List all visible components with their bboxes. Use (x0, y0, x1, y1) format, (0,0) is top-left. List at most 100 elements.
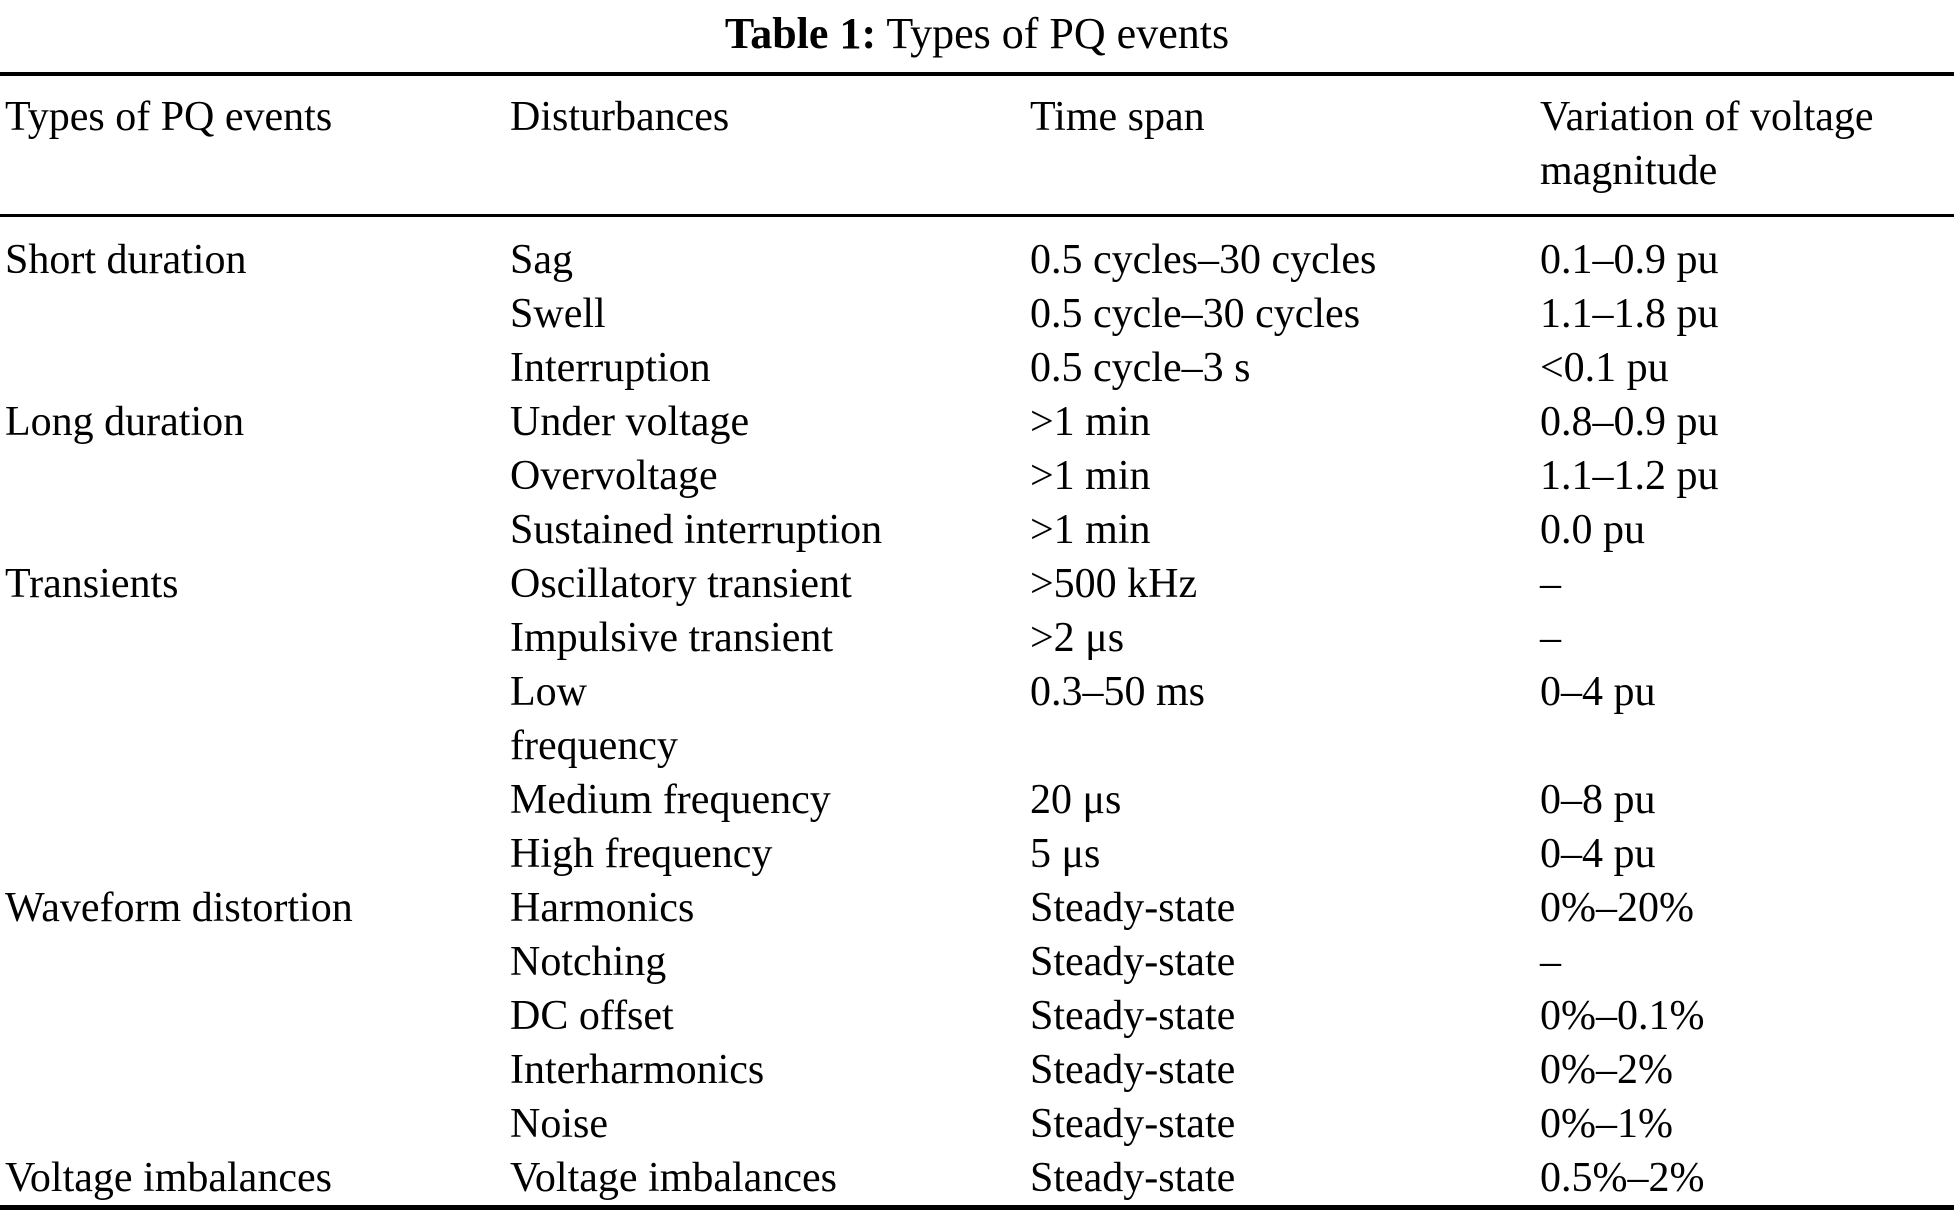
cell-type (0, 935, 510, 989)
cell-disturbance: Interruption (510, 345, 711, 391)
cell-type (0, 611, 510, 665)
cell-type (0, 1097, 510, 1151)
cell-time: 20 μs (1030, 777, 1122, 823)
table-row: Swell 0.5 cycle–30 cycles 1.1–1.8 pu (0, 287, 1954, 341)
table-row: Short duration Sag 0.5 cycles–30 cycles 0.1… (0, 216, 1954, 288)
cell-time: Steady-state (1030, 1047, 1236, 1093)
column-header-type-label: Types of PQ events (5, 94, 333, 140)
cell-time: Steady-state (1030, 1101, 1236, 1147)
column-header-time-span-label: Time span (1030, 94, 1205, 140)
table-row: Low frequency 0.3–50 ms 0–4 pu (0, 665, 1954, 773)
column-header-disturbances: Disturbances (510, 74, 1030, 217)
cell-disturbance: Medium frequency (510, 777, 831, 823)
table-caption: Table 1: Types of PQ events (0, 0, 1954, 72)
cell-variation: – (1540, 939, 1561, 985)
cell-type (0, 773, 510, 827)
cell-type: Long duration (5, 399, 245, 445)
cell-time: Steady-state (1030, 1155, 1236, 1201)
cell-time: 0.5 cycles–30 cycles (1030, 237, 1377, 283)
pq-events-table: Types of PQ events Disturbances Time spa… (0, 72, 1954, 1210)
cell-time: >500 kHz (1030, 561, 1198, 607)
table-row: Interharmonics Steady-state 0%–2% (0, 1043, 1954, 1097)
cell-disturbance: Low frequency (510, 669, 678, 769)
column-header-disturbances-label: Disturbances (510, 94, 730, 140)
cell-disturbance: Overvoltage (510, 453, 718, 499)
table-row: Noise Steady-state 0%–1% (0, 1097, 1954, 1151)
cell-variation: 0%–20% (1540, 885, 1694, 931)
cell-disturbance: Oscillatory transient (510, 561, 852, 607)
table-header: Types of PQ events Disturbances Time spa… (0, 74, 1954, 217)
table-header-row: Types of PQ events Disturbances Time spa… (0, 74, 1954, 217)
cell-variation: – (1540, 615, 1561, 661)
cell-time: 5 μs (1030, 831, 1101, 877)
cell-type: Waveform distortion (5, 885, 353, 931)
cell-disturbance: DC offset (510, 993, 674, 1039)
cell-variation: – (1540, 561, 1561, 607)
table-row: High frequency 5 μs 0–4 pu (0, 827, 1954, 881)
column-header-variation-label: Variation of voltage magnitude (1540, 94, 1874, 194)
cell-disturbance: Under voltage (510, 399, 750, 445)
cell-variation: 1.1–1.2 pu (1540, 453, 1719, 499)
table-row: Interruption 0.5 cycle–3 s <0.1 pu (0, 341, 1954, 395)
cell-time: >2 μs (1030, 615, 1125, 661)
cell-disturbance: Impulsive transient (510, 615, 834, 661)
cell-variation: 0.5%–2% (1540, 1155, 1705, 1201)
table-row: Sustained interruption >1 min 0.0 pu (0, 503, 1954, 557)
cell-variation: 0.0 pu (1540, 507, 1645, 553)
cell-disturbance: High frequency (510, 831, 773, 877)
cell-time: Steady-state (1030, 885, 1236, 931)
cell-type (0, 449, 510, 503)
column-header-variation: Variation of voltage magnitude (1540, 74, 1954, 217)
table-row: Transients Oscillatory transient >500 kHz – (0, 557, 1954, 611)
cell-variation: 0.1–0.9 pu (1540, 237, 1719, 283)
cell-disturbance: Swell (510, 291, 606, 337)
cell-type (0, 503, 510, 557)
cell-type: Voltage imbalances (5, 1155, 332, 1201)
cell-variation: 0–4 pu (1540, 669, 1656, 715)
table-row: Notching Steady-state – (0, 935, 1954, 989)
cell-time: >1 min (1030, 507, 1151, 553)
cell-type (0, 341, 510, 395)
column-header-time-span: Time span (1030, 74, 1540, 217)
cell-disturbance: Noise (510, 1101, 608, 1147)
cell-variation: 1.1–1.8 pu (1540, 291, 1719, 337)
table-caption-label: Table 1: (724, 9, 877, 58)
cell-variation: 0–4 pu (1540, 831, 1656, 877)
table-row: Impulsive transient >2 μs – (0, 611, 1954, 665)
cell-variation: 0–8 pu (1540, 777, 1656, 823)
cell-time: Steady-state (1030, 939, 1236, 985)
cell-type (0, 287, 510, 341)
cell-type (0, 989, 510, 1043)
cell-variation: 0%–0.1% (1540, 993, 1705, 1039)
column-header-type: Types of PQ events (0, 74, 510, 217)
cell-type (0, 665, 510, 773)
cell-disturbance: Notching (510, 939, 667, 985)
table-row: Medium frequency 20 μs 0–8 pu (0, 773, 1954, 827)
table-body: Short duration Sag 0.5 cycles–30 cycles 0.1… (0, 216, 1954, 1208)
cell-variation: 0%–1% (1540, 1101, 1673, 1147)
cell-type (0, 1043, 510, 1097)
table-row: Long duration Under voltage >1 min 0.8–0.9 … (0, 395, 1954, 449)
cell-disturbance: Voltage imbalances (510, 1155, 837, 1201)
cell-disturbance: Sag (510, 237, 573, 283)
cell-time: 0.5 cycle–3 s (1030, 345, 1251, 391)
cell-type: Transients (5, 561, 179, 607)
cell-time: Steady-state (1030, 993, 1236, 1039)
cell-time: >1 min (1030, 453, 1151, 499)
cell-variation: <0.1 pu (1540, 345, 1669, 391)
table-row: DC offset Steady-state 0%–0.1% (0, 989, 1954, 1043)
cell-disturbance: Harmonics (510, 885, 695, 931)
cell-time: 0.3–50 ms (1030, 669, 1206, 715)
cell-variation: 0.8–0.9 pu (1540, 399, 1719, 445)
cell-type: Short duration (5, 237, 247, 283)
cell-disturbance: Sustained interruption (510, 507, 883, 553)
cell-time: >1 min (1030, 399, 1151, 445)
cell-type (0, 827, 510, 881)
cell-time: 0.5 cycle–30 cycles (1030, 291, 1361, 337)
table-row: Voltage imbalances Voltage imbalances Stea… (0, 1151, 1954, 1208)
cell-variation: 0%–2% (1540, 1047, 1673, 1093)
table-caption-text: Types of PQ events (886, 9, 1230, 58)
cell-disturbance: Interharmonics (510, 1047, 765, 1093)
table-row: Overvoltage >1 min 1.1–1.2 pu (0, 449, 1954, 503)
